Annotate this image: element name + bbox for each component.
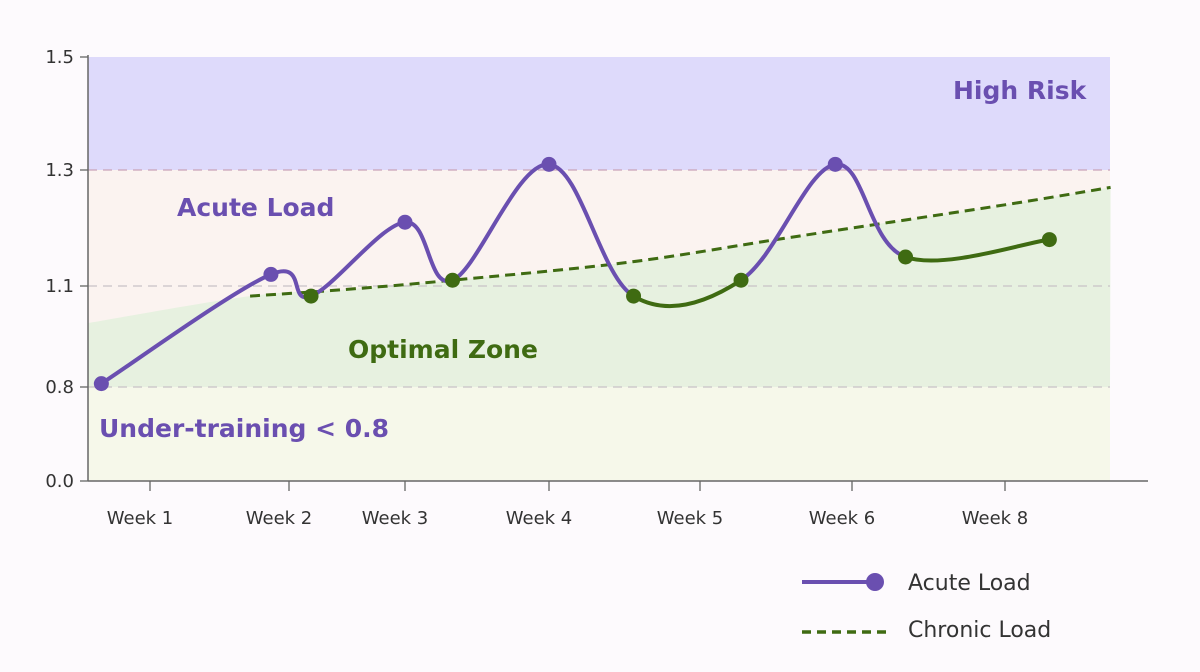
x-tick-label: Week 6 [809,508,876,529]
x-tick-label: Week 3 [362,508,429,529]
zone-label-optimal: Optimal Zone [348,335,538,364]
acute-load-point [303,288,319,304]
y-tick-label: 1.5 [45,47,74,68]
x-tick-label: Week 2 [246,508,313,529]
acute-load-point [93,376,109,392]
zone-high-risk [88,57,1110,170]
y-tick-label: 1.3 [45,160,74,181]
acute-load-point [541,156,557,172]
acute-load-point [445,272,461,288]
acute-load-segment [450,162,551,283]
y-tick-label: 0.0 [45,471,74,492]
legend-acute-marker [866,573,884,591]
zone-backgrounds [88,57,1111,481]
acute-load-point [827,156,843,172]
legend-chronic-label: Chronic Load [908,618,1051,643]
x-tick-label: Week 1 [107,508,174,529]
acute-load-point [898,249,914,265]
acute-load-segment [309,220,407,299]
acute-load-segment [631,278,744,309]
zone-label-under-training: Under-training < 0.8 [99,414,389,443]
y-tick-label: 0.8 [45,377,74,398]
series-layer [93,156,1111,392]
legend: Acute Load Chronic Load [802,571,1051,643]
gridlines [88,169,1110,388]
x-tick-label: Week 4 [506,508,573,529]
acute-load-segment [547,162,636,299]
x-tick-label: Week 5 [657,508,724,529]
acute-load-point [263,266,279,282]
acute-load-point [733,272,749,288]
zone-label-acute-load: Acute Load [177,193,334,222]
acute-load-segment [99,272,273,386]
acute-load-segment [739,162,838,283]
zone-label-high-risk: High Risk [953,76,1088,105]
legend-acute-label: Acute Load [908,571,1031,596]
acute-load-point [397,214,413,230]
y-tick-label: 1.1 [45,276,74,297]
x-tick-label: Week 8 [962,508,1029,529]
chronic-load-line [249,185,1111,298]
acute-load-point [1041,232,1057,248]
acute-load-segment [833,162,908,259]
zone-optimal [88,187,1111,387]
acute-load-segment [903,237,1052,263]
acute-load-point [626,288,642,304]
zone-under-training [88,387,1110,481]
axes: 0.0 0.8 1.1 1.3 1.5 Week 1 Week 2 Week 3 Week 4 W… [45,47,1148,529]
